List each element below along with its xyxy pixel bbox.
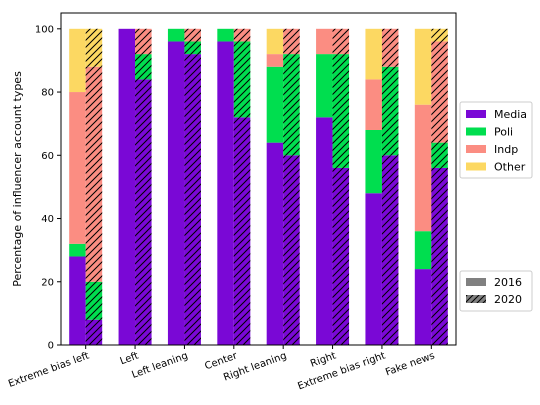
- bar-2020-right-leaning-media-hatch: [283, 155, 300, 345]
- bar-2016-right-indp: [316, 28, 333, 55]
- x-tick-label: Right: [309, 350, 338, 369]
- bar-2020-right-leaning-poli-hatch: [283, 54, 300, 156]
- bar-2016-right-leaning-other: [266, 28, 284, 55]
- bar-2016-fake-news-poli: [414, 231, 432, 270]
- bar-2020-right-indp-hatch: [332, 28, 350, 55]
- bar-2016-right-leaning-media: [266, 142, 284, 345]
- bar-2020-center-media-hatch: [233, 117, 251, 345]
- bar-2016-fake-news-media: [414, 269, 432, 345]
- bar-2016-left-leaning-media: [167, 41, 185, 345]
- legend-label-indp: Indp: [494, 143, 518, 156]
- legend-swatch-other: [466, 162, 486, 171]
- bar-2020-extreme-bias-right-poli-hatch: [381, 66, 399, 156]
- bar-2016-extreme-bias-left-media: [69, 256, 86, 345]
- bar-2016-left-leaning-poli: [167, 28, 185, 42]
- bar-2016-center-poli: [217, 28, 234, 42]
- bar-2020-extreme-bias-left-media-hatch: [85, 319, 103, 345]
- y-tick-label: 0: [48, 341, 54, 352]
- bar-2020-fake-news-poli-hatch: [431, 142, 448, 168]
- bar-2016-extreme-bias-right-indp: [365, 79, 382, 130]
- bar-2016-left-media: [118, 28, 136, 346]
- legend-label-other: Other: [494, 161, 526, 174]
- bar-2020-extreme-bias-left-poli-hatch: [85, 281, 103, 320]
- legend-swatch-2016: [466, 278, 486, 286]
- bar-2016-extreme-bias-right-other: [365, 28, 382, 80]
- bar-2020-left-leaning-media-hatch: [184, 54, 201, 345]
- legend-swatch-media: [466, 110, 486, 118]
- y-tick-label: 100: [35, 24, 54, 35]
- bar-2020-right-media-hatch: [332, 167, 350, 345]
- bar-2016-right-media: [316, 117, 333, 345]
- legend-swatch-poli: [466, 127, 486, 136]
- y-tick-label: 80: [41, 88, 54, 99]
- bar-2020-fake-news-other-hatch: [431, 28, 448, 42]
- bar-2020-right-leaning-indp-hatch: [283, 28, 300, 55]
- plot-frame: [60, 12, 457, 346]
- bar-2016-extreme-bias-right-poli: [365, 129, 382, 194]
- bar-2016-extreme-bias-left-poli: [69, 243, 86, 257]
- bar-2020-fake-news-indp-hatch: [431, 41, 448, 143]
- bar-2020-right-poli-hatch: [332, 54, 350, 168]
- bar-2020-center-indp-hatch: [233, 28, 251, 42]
- y-tick-label: 40: [41, 214, 54, 225]
- bar-2020-extreme-bias-right-indp-hatch: [381, 28, 399, 67]
- bar-2016-fake-news-indp: [414, 104, 432, 232]
- bar-2020-extreme-bias-left-indp-hatch: [85, 66, 103, 282]
- legend-label-media: Media: [494, 108, 527, 121]
- x-tick-label: Left leaning: [130, 350, 189, 380]
- bar-2016-right-leaning-poli: [266, 66, 284, 143]
- bar-2020-center-poli-hatch: [233, 41, 251, 118]
- bars-layer: [69, 28, 448, 346]
- bar-2020-left-indp-hatch: [135, 28, 152, 55]
- bar-2020-fake-news-media-hatch: [431, 167, 448, 345]
- bar-2016-extreme-bias-left-indp: [69, 92, 86, 244]
- bar-2020-left-poli-hatch: [135, 54, 152, 80]
- y-tick-label: 60: [41, 151, 54, 162]
- bar-2020-extreme-bias-left-other-hatch: [85, 28, 103, 67]
- bar-2016-fake-news-other: [414, 28, 432, 105]
- x-tick-label: Left: [119, 350, 141, 367]
- x-tick-label: Extreme bias left: [7, 350, 91, 389]
- bar-2020-left-leaning-indp-hatch: [184, 28, 201, 42]
- bar-2016-extreme-bias-right-media: [365, 193, 382, 345]
- y-axis-label: Percentage of influencer account types: [11, 71, 24, 287]
- legend-label-poli: Poli: [494, 126, 513, 139]
- bar-2016-right-leaning-indp: [266, 54, 284, 67]
- legend-layer: Media Poli Indp Other 2016 2020: [459, 101, 533, 312]
- bar-2020-left-leaning-poli-hatch: [184, 41, 201, 55]
- bar-2016-extreme-bias-left-other: [69, 28, 86, 93]
- bar-2016-right-poli: [316, 54, 333, 118]
- legend-swatch-2020-hatch: [466, 295, 486, 303]
- bar-2020-left-media-hatch: [135, 79, 152, 346]
- x-tick-label: Fake news: [384, 350, 436, 378]
- legend-label-2020: 2020: [494, 293, 522, 306]
- y-tick-label: 20: [41, 277, 54, 288]
- legend-types-box: [459, 101, 533, 179]
- legend-label-2016: 2016: [494, 276, 522, 289]
- legend-swatch-indp: [466, 145, 486, 153]
- bar-2016-center-media: [217, 41, 234, 345]
- x-tick-label: Extreme bias right: [296, 350, 387, 392]
- bar-2020-extreme-bias-right-media-hatch: [381, 155, 399, 345]
